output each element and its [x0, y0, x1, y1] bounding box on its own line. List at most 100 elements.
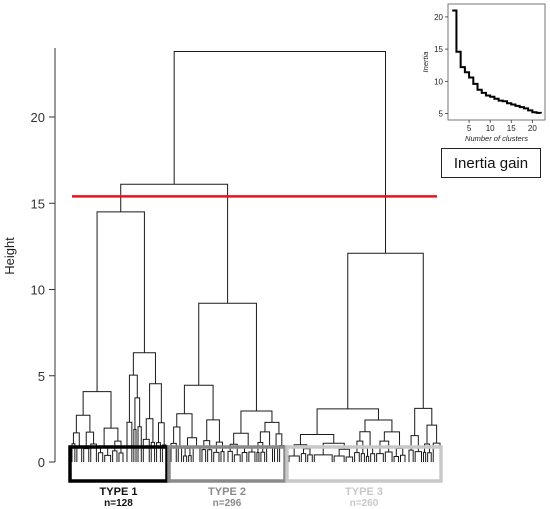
cluster-count-1: n=128: [104, 498, 133, 509]
y-tick-label-1: 5: [38, 369, 45, 384]
dendrogram-leaf-link: [300, 453, 307, 462]
dendrogram-link: [414, 407, 433, 436]
cluster-box-1: [68, 445, 169, 483]
dendrogram-leaf-link: [156, 442, 161, 462]
dendrogram-leaf-link: [112, 450, 118, 462]
cluster-count-2: n=296: [213, 498, 242, 509]
y-tick-label-4: 20: [31, 110, 45, 125]
dendrogram-leaf-link: [256, 451, 260, 462]
dendrogram-link: [120, 183, 229, 304]
dendrogram-leaf-link: [227, 450, 233, 462]
dendrogram-leaf-link: [192, 446, 201, 462]
dendrogram-link: [198, 302, 257, 411]
cluster-name-3: TYPE 3: [345, 486, 383, 498]
dendrogram-leaf-link: [201, 449, 207, 462]
dendrogram-leaf-link: [142, 438, 150, 462]
dendrogram-link: [134, 397, 141, 430]
dendrogram-leaf-link: [376, 453, 384, 462]
inertia-step-line: [452, 9, 542, 114]
dendrogram-leaf-link: [248, 451, 256, 462]
dendrogram-link: [426, 424, 438, 444]
dendrogram-leaf-link: [393, 456, 400, 462]
dendrogram-link: [128, 374, 138, 423]
dendrogram-link: [72, 432, 80, 447]
dendrogram-leaf-link: [150, 441, 156, 462]
cluster-name-2: TYPE 2: [208, 486, 246, 498]
dendrogram-link: [203, 440, 211, 450]
dendrogram-leaf-link: [83, 448, 90, 462]
dendrogram-link: [96, 211, 145, 392]
dendrogram-leaf-link: [313, 454, 333, 462]
dendrogram-link: [410, 435, 419, 452]
dendrogram-tree: [71, 50, 441, 462]
dendrogram-leaf-link: [97, 452, 104, 462]
dendrogram-link: [132, 352, 156, 384]
dendrogram-leaf-link: [71, 443, 76, 462]
y-tick-label-3: 15: [31, 196, 45, 211]
dendrogram-leaf-link: [384, 451, 393, 462]
dendrogram-leaf-link: [288, 455, 300, 462]
y-tick-label-0: 0: [38, 455, 45, 470]
inset-y-tick-label-1: 10: [434, 77, 443, 86]
cluster-count-3: n=260: [350, 498, 379, 509]
inset-x-tick-label-0: 5: [467, 124, 472, 133]
dendrogram-leaf-link: [345, 456, 354, 462]
inset-y-tick-label-0: 5: [439, 110, 444, 119]
dendrogram-leaf-link: [422, 451, 427, 462]
dendrogram-link: [338, 448, 350, 457]
dendrogram-leaf-link: [400, 454, 406, 462]
dendrogram-link: [149, 383, 162, 423]
inset-x-tick-label-2: 15: [507, 124, 516, 133]
cluster-box-3: [285, 445, 443, 483]
dendrogram-link: [75, 414, 91, 433]
dendrogram-leaf-link: [274, 447, 279, 462]
dendrogram-leaf-link: [365, 455, 370, 462]
cluster-name-1: TYPE 1: [100, 486, 138, 498]
dendrogram-leaf-link: [333, 455, 345, 462]
inset-y-tick-label-2: 15: [434, 45, 443, 54]
inset-x-tick-label-3: 20: [528, 124, 537, 133]
dendrogram-leaf-link: [233, 454, 241, 462]
cluster-box-2: [167, 445, 287, 483]
dendrogram-leaf-link: [118, 452, 124, 462]
dendrogram-leaf-link: [220, 451, 225, 462]
dendrogram-link: [359, 431, 371, 448]
dendrogram-link: [173, 50, 387, 254]
dendrogram-leaf-link: [104, 454, 112, 462]
dendrogram-leaf-link: [360, 453, 365, 462]
dendrogram-link: [145, 418, 154, 443]
inset-frame: [447, 3, 546, 121]
dendrogram-link: [82, 391, 112, 429]
inset-x-label: Number of clusters: [465, 134, 528, 143]
dendrogram-leaf-link: [207, 449, 213, 462]
dendrogram-leaf-link: [241, 451, 248, 462]
dendrogram-link: [316, 408, 379, 435]
inset-x-tick-label-1: 10: [486, 124, 495, 133]
dendrogram-leaf-link: [137, 426, 142, 462]
dendrogram-leaf-link: [183, 455, 188, 462]
dendrogram-leaf-link: [427, 452, 432, 462]
dendrogram-link: [157, 422, 165, 445]
dendrogram-leaf-link: [370, 453, 376, 462]
dendrogram-leaf-link: [408, 449, 414, 462]
dendrogram-link: [176, 413, 193, 438]
dendrogram-leaf-link: [126, 421, 133, 462]
dendrogram-leaf-link: [414, 451, 422, 462]
y-axis-label: Height: [2, 237, 17, 275]
dendrogram-leaf-link: [354, 452, 360, 462]
inset-y-tick-label-3: 20: [434, 13, 443, 22]
inset-y-label: Inertia: [421, 52, 430, 73]
inertia-gain-label: Inertia gain: [441, 148, 541, 178]
dendrogram-link: [259, 431, 271, 447]
dendrogram-leaf-link: [213, 451, 220, 462]
dendrogram-leaf-link: [307, 454, 313, 462]
dendrogram-link: [240, 410, 273, 434]
dendrogram-link: [364, 419, 393, 432]
dendrogram-link: [103, 427, 119, 447]
dendrogram-link: [206, 419, 220, 443]
dendrogram-link: [183, 384, 214, 420]
dendrogram-leaf-link: [260, 451, 266, 462]
dendrogram-link: [184, 447, 191, 457]
